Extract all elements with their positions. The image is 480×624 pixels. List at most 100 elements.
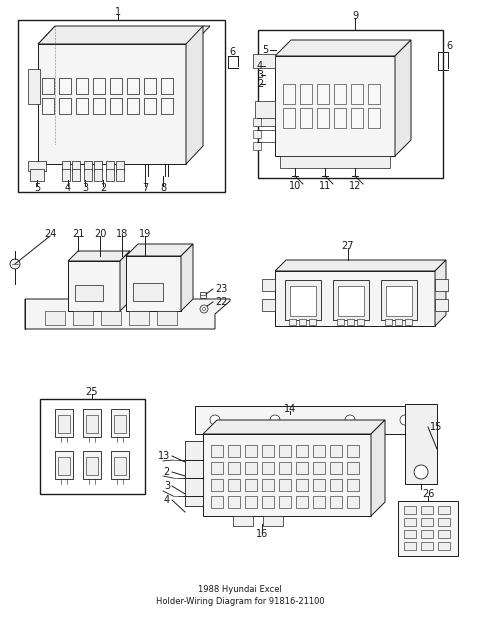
- Bar: [93, 78, 105, 94]
- Bar: [368, 84, 380, 104]
- Bar: [245, 496, 257, 508]
- Polygon shape: [395, 40, 411, 156]
- Bar: [253, 130, 261, 138]
- Bar: [279, 462, 291, 474]
- Bar: [279, 496, 291, 508]
- Bar: [330, 496, 342, 508]
- Text: 10: 10: [289, 181, 301, 191]
- Bar: [275, 56, 395, 156]
- Bar: [334, 108, 346, 128]
- Text: 15: 15: [430, 422, 443, 432]
- Text: 24: 24: [44, 229, 56, 239]
- Bar: [200, 292, 206, 298]
- Bar: [42, 98, 54, 114]
- Bar: [42, 78, 54, 94]
- Bar: [110, 98, 122, 114]
- Bar: [28, 69, 40, 104]
- Bar: [299, 319, 306, 325]
- Bar: [347, 479, 359, 491]
- Bar: [347, 445, 359, 457]
- Bar: [111, 409, 129, 437]
- Bar: [338, 286, 364, 316]
- Polygon shape: [371, 420, 385, 516]
- Bar: [330, 462, 342, 474]
- Text: 14: 14: [284, 404, 296, 414]
- Bar: [296, 479, 308, 491]
- Bar: [211, 462, 223, 474]
- Text: 4: 4: [257, 61, 263, 71]
- Text: 3: 3: [82, 183, 88, 193]
- Bar: [228, 479, 240, 491]
- Text: 5: 5: [34, 183, 40, 193]
- Bar: [262, 479, 274, 491]
- Bar: [435, 279, 448, 291]
- Bar: [106, 161, 114, 171]
- Text: 26: 26: [422, 489, 434, 499]
- Bar: [347, 462, 359, 474]
- Bar: [59, 78, 71, 94]
- Text: 12: 12: [349, 181, 361, 191]
- Text: 3: 3: [257, 70, 263, 80]
- Bar: [351, 84, 363, 104]
- Bar: [253, 142, 261, 150]
- Polygon shape: [120, 251, 130, 311]
- Bar: [351, 108, 363, 128]
- Bar: [93, 98, 105, 114]
- Bar: [116, 161, 124, 171]
- Bar: [309, 319, 316, 325]
- Bar: [337, 319, 344, 325]
- Bar: [144, 78, 156, 94]
- Bar: [404, 518, 416, 526]
- Circle shape: [210, 415, 220, 425]
- Bar: [144, 98, 156, 114]
- Text: 19: 19: [139, 229, 151, 239]
- Bar: [438, 518, 450, 526]
- Bar: [126, 256, 181, 311]
- Bar: [157, 311, 177, 325]
- Bar: [86, 457, 98, 475]
- Bar: [263, 516, 283, 526]
- Bar: [211, 479, 223, 491]
- Text: 11: 11: [319, 181, 331, 191]
- Bar: [30, 169, 44, 181]
- Circle shape: [414, 465, 428, 479]
- Bar: [279, 445, 291, 457]
- Bar: [233, 516, 253, 526]
- Text: 16: 16: [256, 529, 268, 539]
- Bar: [347, 319, 354, 325]
- Bar: [228, 496, 240, 508]
- Bar: [195, 406, 435, 434]
- Bar: [421, 530, 433, 538]
- Bar: [211, 445, 223, 457]
- Bar: [285, 280, 321, 320]
- Bar: [289, 319, 296, 325]
- Bar: [245, 462, 257, 474]
- Bar: [313, 462, 325, 474]
- Bar: [438, 506, 450, 514]
- Text: 4: 4: [65, 183, 71, 193]
- Bar: [86, 415, 98, 433]
- Text: 25: 25: [86, 387, 98, 397]
- Bar: [421, 506, 433, 514]
- Bar: [368, 108, 380, 128]
- Polygon shape: [275, 260, 446, 271]
- Bar: [313, 445, 325, 457]
- Bar: [279, 479, 291, 491]
- Bar: [94, 161, 102, 171]
- Circle shape: [270, 415, 280, 425]
- Bar: [300, 108, 312, 128]
- Circle shape: [203, 308, 205, 311]
- Bar: [62, 169, 70, 181]
- Bar: [18, 20, 225, 192]
- Bar: [83, 451, 101, 479]
- Bar: [72, 169, 80, 181]
- Bar: [45, 311, 65, 325]
- Bar: [72, 161, 80, 171]
- Text: 27: 27: [342, 241, 354, 251]
- Bar: [75, 285, 103, 301]
- Bar: [40, 399, 145, 494]
- Bar: [114, 457, 126, 475]
- Polygon shape: [186, 26, 203, 164]
- Polygon shape: [38, 26, 210, 44]
- Bar: [255, 101, 275, 126]
